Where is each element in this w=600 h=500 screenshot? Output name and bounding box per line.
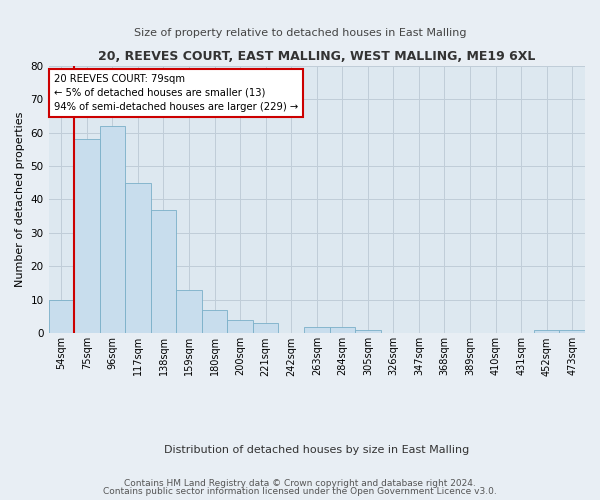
Bar [176, 290, 202, 334]
Text: 20 REEVES COURT: 79sqm
← 5% of detached houses are smaller (13)
94% of semi-deta: 20 REEVES COURT: 79sqm ← 5% of detached … [54, 74, 298, 112]
Text: Contains HM Land Registry data © Crown copyright and database right 2024.: Contains HM Land Registry data © Crown c… [124, 478, 476, 488]
Bar [227, 320, 253, 334]
Bar [151, 210, 176, 334]
Bar [355, 330, 380, 334]
Bar [100, 126, 125, 334]
Bar [74, 139, 100, 334]
Text: Contains public sector information licensed under the Open Government Licence v3: Contains public sector information licen… [103, 487, 497, 496]
Y-axis label: Number of detached properties: Number of detached properties [15, 112, 25, 287]
Bar [253, 324, 278, 334]
X-axis label: Distribution of detached houses by size in East Malling: Distribution of detached houses by size … [164, 445, 469, 455]
Bar [202, 310, 227, 334]
Title: 20, REEVES COURT, EAST MALLING, WEST MALLING, ME19 6XL: 20, REEVES COURT, EAST MALLING, WEST MAL… [98, 50, 535, 63]
Text: Size of property relative to detached houses in East Malling: Size of property relative to detached ho… [134, 28, 466, 38]
Bar [534, 330, 559, 334]
Bar [559, 330, 585, 334]
Bar [304, 326, 329, 334]
Bar [125, 182, 151, 334]
Bar [49, 300, 74, 334]
Bar [329, 326, 355, 334]
